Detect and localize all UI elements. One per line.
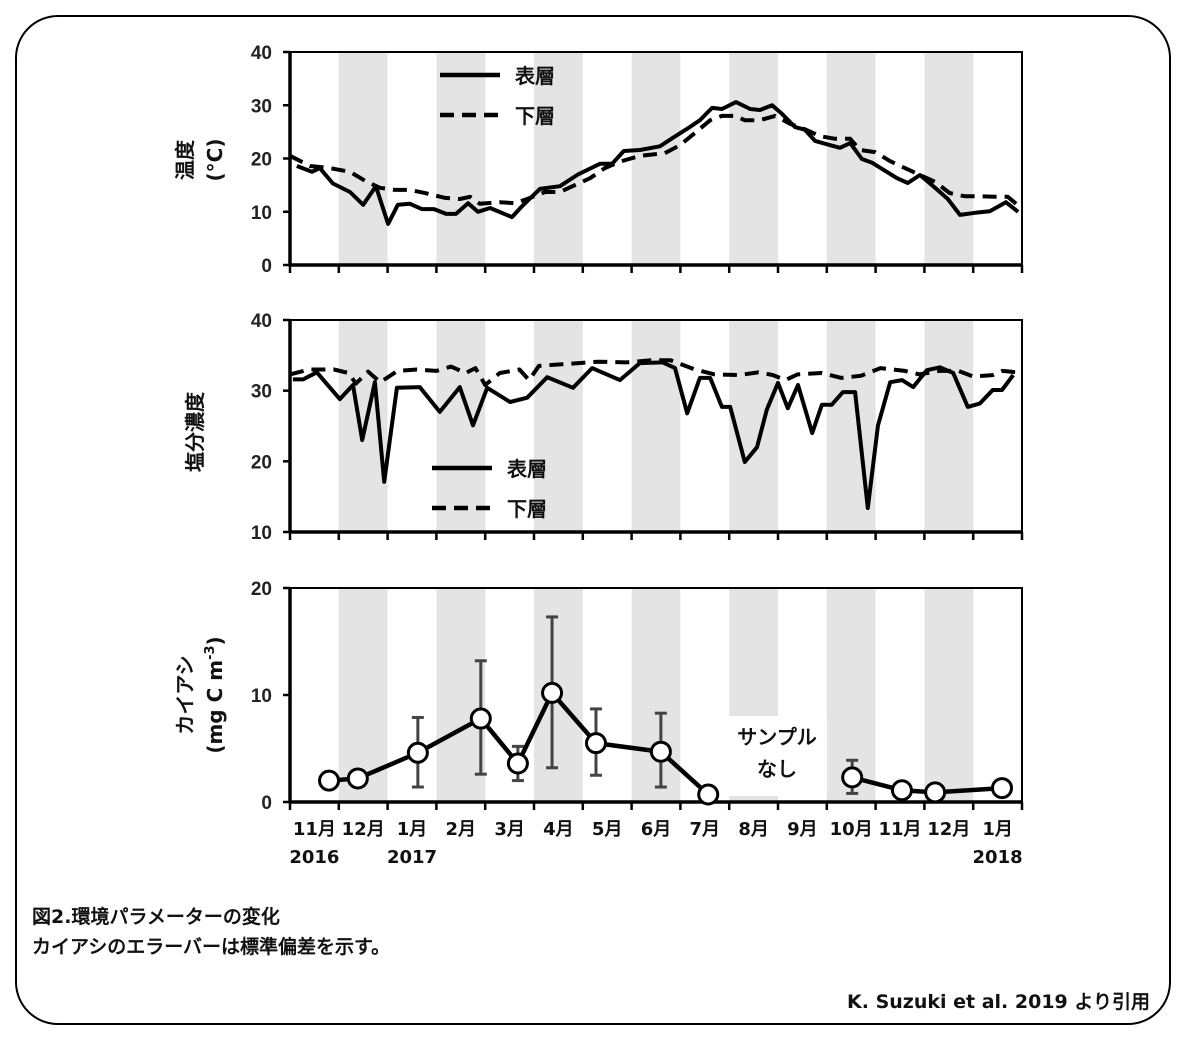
copepod-point (890, 779, 913, 802)
caption-source: K. Suzuki et al. 2019 より引用 (847, 991, 1150, 1013)
x-tick-label: 2月 (446, 819, 477, 840)
copepod-point (841, 766, 864, 789)
no-sample-annotation: サンプル (737, 725, 816, 749)
month-band (631, 52, 681, 265)
month-band (436, 52, 486, 265)
caption-note: カイアシのエラーバーは標準偏差を示す。 (32, 935, 390, 958)
y-tick-label: 30 (251, 96, 272, 117)
month-band (924, 52, 974, 265)
x-year-label: 2017 (387, 847, 437, 868)
x-year-label: 2018 (973, 847, 1023, 868)
copepod-ylabel: カイアシ (173, 655, 197, 734)
x-tick-label: 11月 (878, 819, 921, 840)
temp-ylabel: 温度 (173, 139, 197, 180)
x-year-label: 2016 (289, 847, 339, 868)
unit-text: (mg C m (203, 660, 227, 754)
month-band (534, 320, 583, 532)
salinity-series-bottom-layer (289, 358, 1018, 387)
month-band (631, 588, 681, 802)
x-tick-label: 1月 (397, 819, 428, 840)
copepod-point (584, 732, 607, 755)
y-tick-label: 40 (251, 311, 272, 332)
y-tick-label: 0 (261, 256, 272, 277)
copepod-point (649, 740, 672, 763)
y-tick-label: 10 (251, 203, 272, 224)
legend-label-surface: 表層 (507, 457, 547, 481)
month-band (338, 588, 388, 802)
copepod-point (541, 681, 564, 704)
y-tick-label: 40 (251, 43, 272, 64)
month-band (338, 52, 388, 265)
legend-label-bottom: 下層 (515, 104, 555, 128)
y-tick-label: 20 (251, 579, 272, 600)
x-tick-label: 5月 (592, 819, 623, 840)
caption-title: 図2.環境パラメーターの変化 (32, 905, 280, 928)
month-band (924, 320, 974, 532)
y-tick-label: 30 (251, 382, 272, 403)
no-sample-annotation: なし (757, 757, 797, 781)
month-band (924, 588, 974, 802)
copepod-ylabel-unit: (mg C m-3) (203, 636, 227, 753)
x-tick-label: 4月 (543, 819, 574, 840)
copepod-point (469, 707, 492, 730)
x-tick-label: 12月 (342, 819, 385, 840)
copepod-point (346, 767, 369, 790)
y-tick-label: 10 (251, 523, 272, 544)
annotation-background (729, 716, 827, 796)
x-tick-label: 8月 (738, 819, 769, 840)
y-tick-label: 10 (251, 686, 272, 707)
copepod-point (406, 741, 429, 764)
month-band (631, 320, 681, 532)
copepod-point (924, 781, 947, 804)
figure-frame (15, 15, 1171, 1025)
salinity-series-surface-layer (292, 360, 1015, 510)
x-tick-label: 9月 (787, 819, 818, 840)
unit-sup: -3 (203, 645, 218, 659)
copepod-point (318, 769, 341, 792)
copepod-line (851, 775, 1003, 795)
legend-label-surface: 表層 (515, 64, 555, 88)
month-band (436, 588, 486, 802)
x-tick-label: 6月 (641, 819, 672, 840)
month-band (729, 320, 778, 532)
copepod-point (990, 777, 1013, 800)
month-band (436, 320, 486, 532)
temp-ylabel-unit: (°C) (203, 139, 227, 182)
x-tick-label: 10月 (830, 819, 873, 840)
temp-series-bottom-layer (289, 113, 1022, 209)
month-band (534, 52, 583, 265)
y-tick-label: 20 (251, 452, 272, 473)
y-tick-label: 20 (251, 150, 272, 171)
copepod-point (506, 752, 529, 775)
legend-label-bottom: 下層 (507, 497, 547, 521)
x-tick-label: 11月 (293, 819, 336, 840)
unit-close: ) (203, 636, 227, 645)
month-band (826, 52, 876, 265)
salinity-ylabel: 塩分濃度 (183, 391, 207, 472)
y-tick-label: 0 (261, 793, 272, 814)
temp-series-surface-layer (296, 100, 1020, 226)
copepod-point (697, 783, 720, 806)
month-band (729, 52, 778, 265)
x-tick-label: 7月 (690, 819, 721, 840)
x-tick-label: 3月 (494, 819, 525, 840)
x-tick-label: 12月 (927, 819, 970, 840)
x-tick-label: 1月 (982, 819, 1013, 840)
